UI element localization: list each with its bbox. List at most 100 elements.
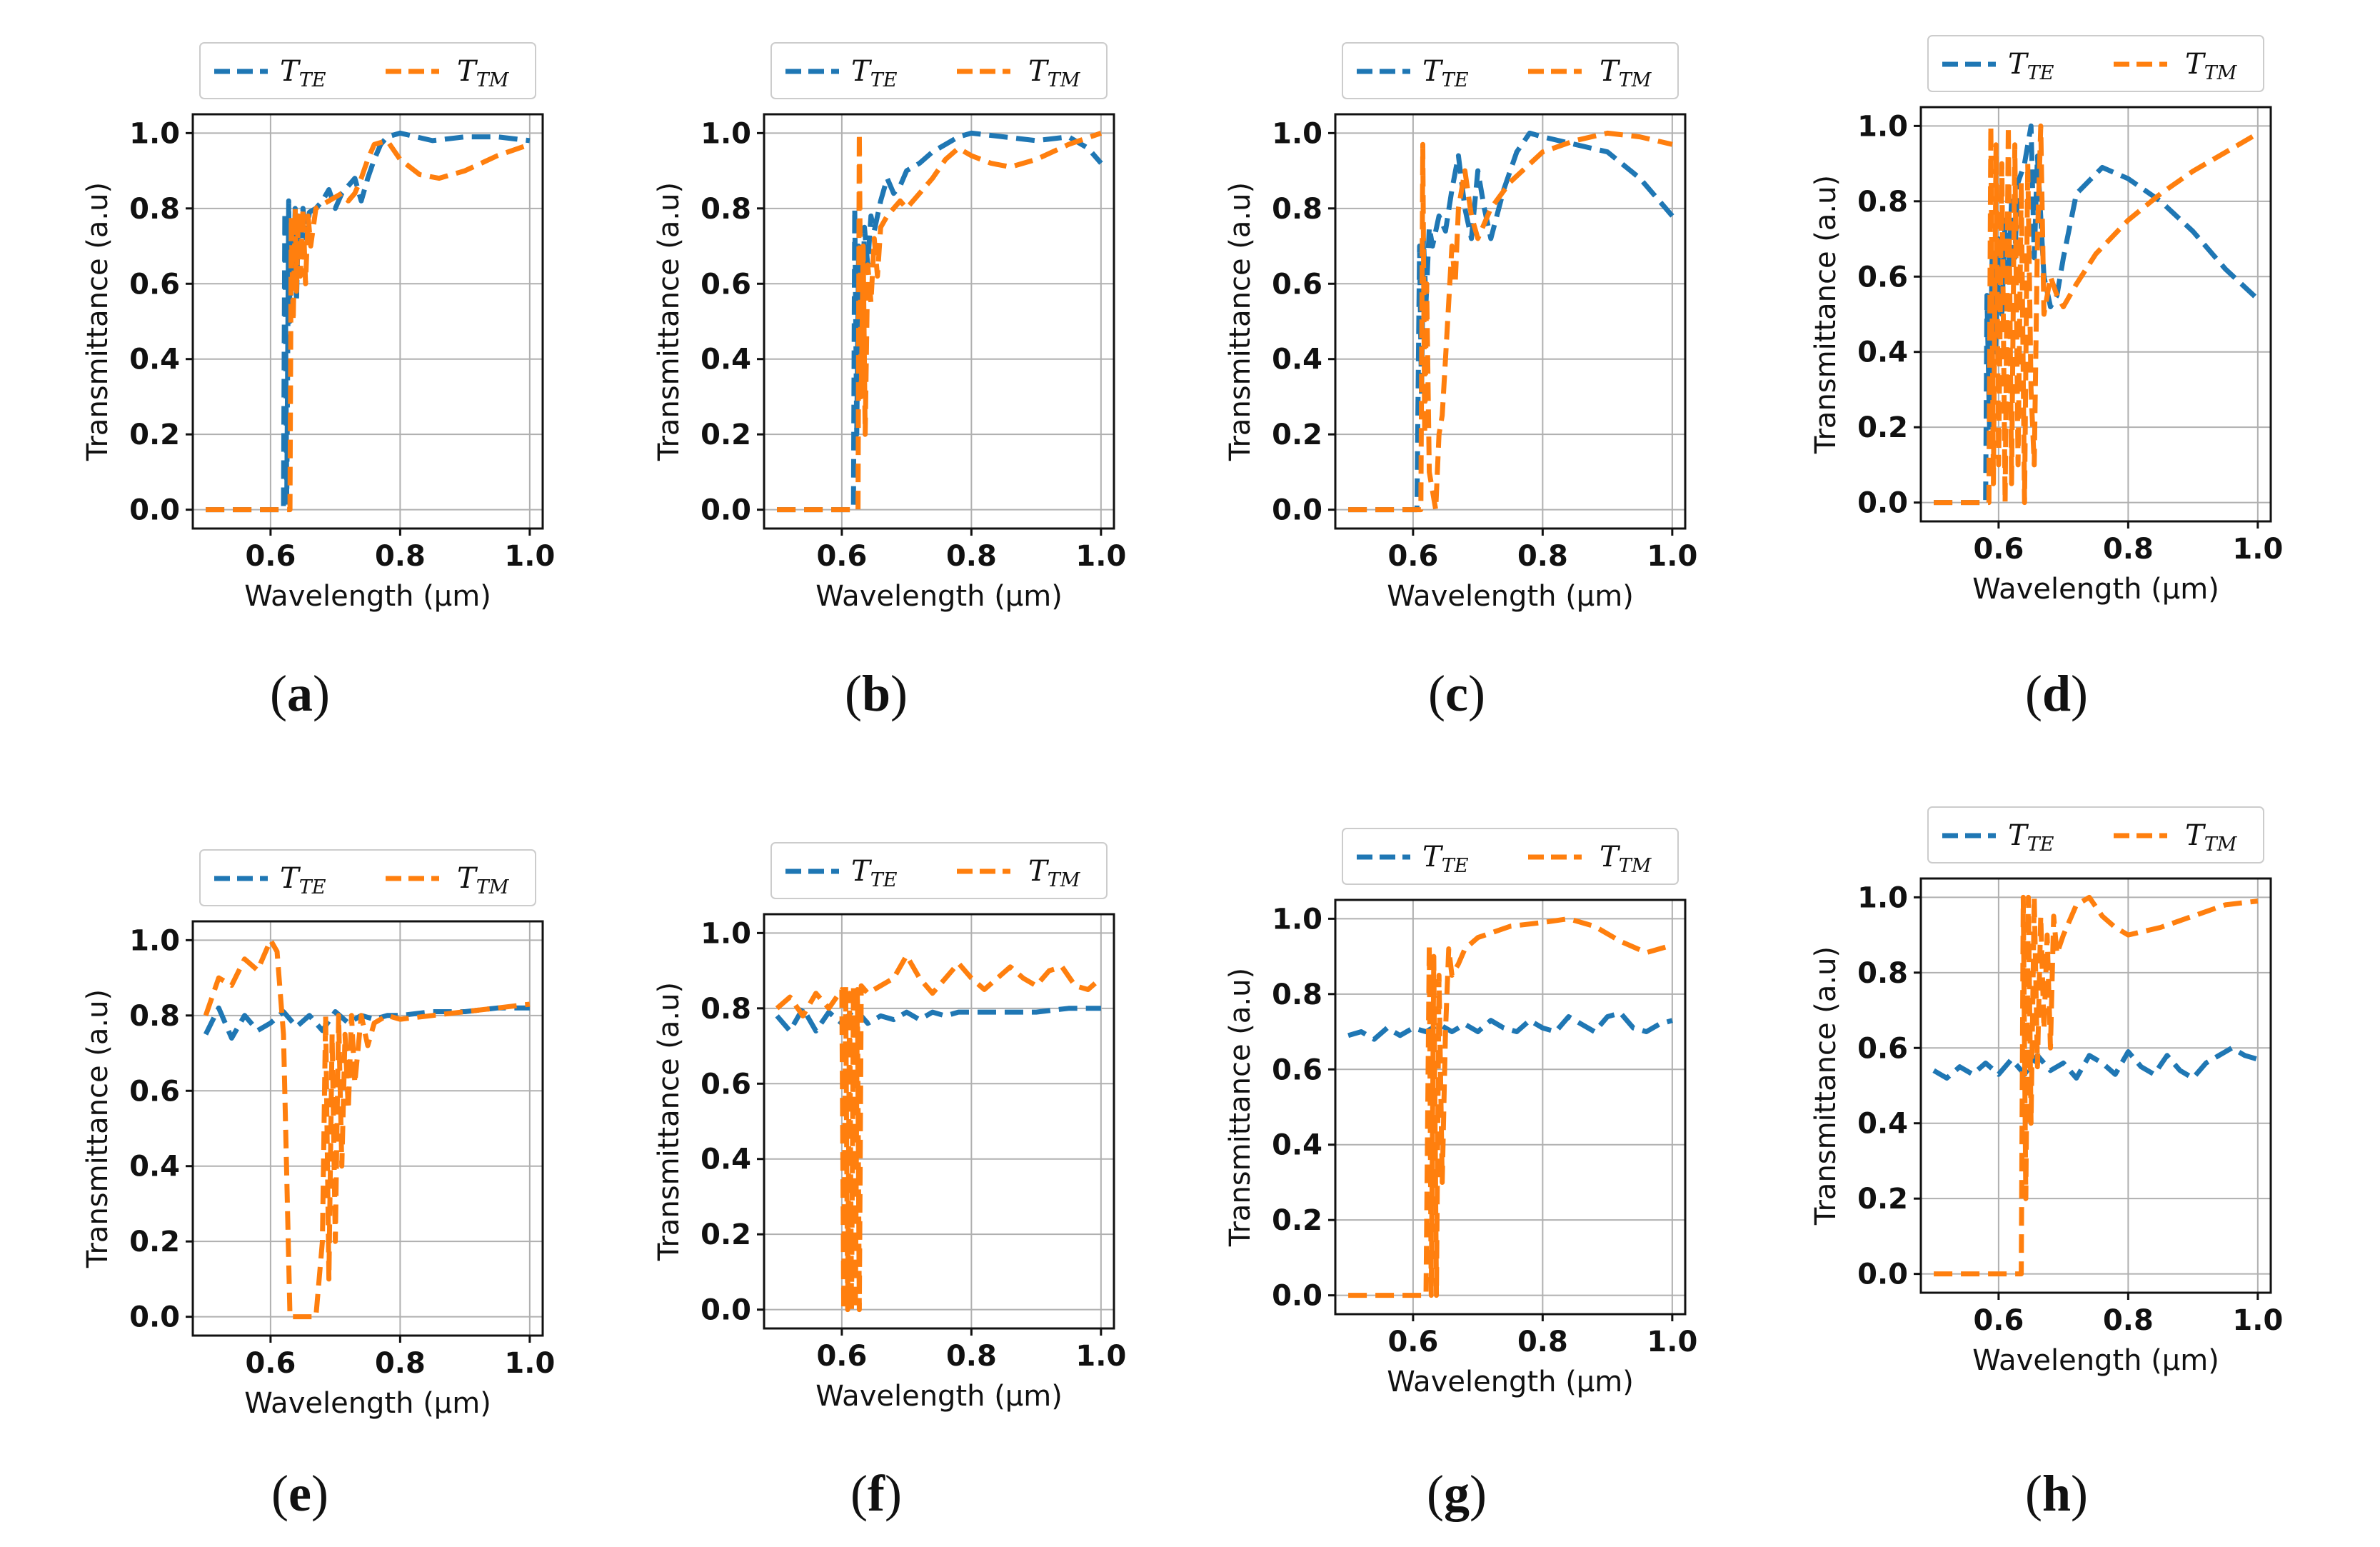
x-tick-label: 0.6 <box>1387 540 1438 573</box>
x-tick-label: 0.8 <box>1517 540 1568 573</box>
legend-te-subscript: TE <box>1442 855 1469 877</box>
chart-panel-b: TTE TTM 0.6 0.8 1.0 0.0 0.2 0.4 0.6 0.8 1.0 Wavelen… <box>653 42 1126 613</box>
y-tick-label: 0.2 <box>1272 1204 1322 1237</box>
legend-tm-subscript: TM <box>1619 855 1652 877</box>
series-te-line <box>1932 1045 2259 1081</box>
x-tick-label: 0.6 <box>245 540 296 573</box>
caption-e: (e) <box>271 1465 328 1522</box>
x-axis-label: Wavelength (μm) <box>1387 1366 1634 1398</box>
series-tm-line <box>1348 130 1673 513</box>
chart-panel-c: TTE TTM 0.6 0.8 1.0 0.0 0.2 0.4 0.6 0.8 1.0 Wavelen… <box>1224 42 1697 613</box>
x-tick-label: 0.6 <box>1973 533 2024 566</box>
caption-f: (f) <box>850 1465 902 1522</box>
legend: TTE TTM <box>770 842 1108 899</box>
y-tick-label: 0.6 <box>1857 1032 1908 1065</box>
y-tick-label: 0.8 <box>1857 957 1908 990</box>
x-axis-label: Wavelength (μm) <box>815 580 1063 613</box>
series-te-line <box>1934 123 2260 506</box>
legend-box <box>1927 35 2264 92</box>
y-tick-label: 0.0 <box>701 1294 751 1327</box>
caption-a: (a) <box>270 665 330 722</box>
y-tick-label: 0.4 <box>701 344 751 376</box>
series-te-line <box>1347 1010 1673 1042</box>
y-axis-label: Transmittance (a.u) <box>81 182 114 461</box>
chart-panel-a: TTE TTM 0.6 0.8 1.0 0.0 0.2 0.4 0.6 0.8 1.0 Wavelen… <box>81 42 555 613</box>
legend-te-subscript: TE <box>2027 62 2054 84</box>
y-tick-label: 0.6 <box>1857 261 1908 294</box>
y-tick-label: 1.0 <box>701 917 751 950</box>
legend: TTE TTM <box>199 42 536 99</box>
legend: TTE TTM <box>199 849 536 906</box>
y-tick-label: 0.6 <box>129 1075 180 1108</box>
legend-box <box>199 42 536 99</box>
x-tick-label: 0.6 <box>1387 1326 1438 1358</box>
series-te-line <box>775 1006 1101 1033</box>
legend: TTE TTM <box>1342 828 1679 885</box>
plot-frame <box>763 113 1115 530</box>
series-tm-line <box>206 138 531 513</box>
y-tick-label: 0.4 <box>129 1151 180 1183</box>
plot-frame <box>1334 113 1687 530</box>
series-tm-line <box>1348 916 1673 1298</box>
legend-te-subscript: TE <box>299 876 326 898</box>
plot-frame <box>1919 106 2272 523</box>
x-axis-label: Wavelength (μm) <box>244 580 491 613</box>
x-tick-label: 0.6 <box>816 540 867 573</box>
legend-box <box>770 42 1108 99</box>
legend-tm-subscript: TM <box>1048 69 1081 91</box>
x-tick-label: 0.8 <box>946 540 997 573</box>
y-tick-label: 0.6 <box>1272 268 1322 301</box>
y-tick-label: 0.8 <box>129 193 180 226</box>
y-tick-label: 0.0 <box>701 494 751 527</box>
x-tick-label: 0.8 <box>946 1340 997 1373</box>
caption-g: (g) <box>1427 1465 1487 1522</box>
x-tick-label: 0.8 <box>375 1347 426 1380</box>
legend: TTE TTM <box>770 42 1108 99</box>
plot-frame <box>191 920 544 1337</box>
x-tick-label: 0.8 <box>1517 1326 1568 1358</box>
y-tick-label: 0.6 <box>701 1068 751 1101</box>
y-tick-label: 0.0 <box>1272 494 1322 527</box>
legend: TTE TTM <box>1342 42 1679 99</box>
y-tick-label: 1.0 <box>129 117 180 150</box>
x-axis-label: Wavelength (μm) <box>1972 573 2219 606</box>
plot-frame <box>763 913 1115 1330</box>
x-tick-label: 1.0 <box>1075 1340 1126 1373</box>
y-tick-label: 0.0 <box>129 1301 180 1334</box>
legend-box <box>1342 828 1679 885</box>
x-tick-label: 1.0 <box>1647 540 1697 573</box>
y-tick-label: 0.2 <box>1857 411 1908 444</box>
caption-h: (h) <box>2024 1465 2088 1522</box>
legend-box <box>1342 42 1679 99</box>
legend-box <box>199 849 536 906</box>
plot-frame <box>191 113 544 530</box>
x-tick-label: 0.6 <box>245 1347 296 1380</box>
legend-tm-subscript: TM <box>1619 69 1652 91</box>
legend-te-label: TTE <box>2008 819 2054 856</box>
legend-te-subscript: TE <box>299 69 326 91</box>
y-tick-label: 1.0 <box>701 117 751 150</box>
legend: TTE TTM <box>1927 35 2264 92</box>
y-tick-label: 1.0 <box>1272 117 1322 150</box>
y-axis-label: Transmittance (a.u) <box>81 989 114 1268</box>
x-tick-label: 0.6 <box>816 1340 867 1373</box>
y-tick-label: 0.6 <box>1272 1053 1322 1086</box>
legend: TTE TTM <box>1927 806 2264 863</box>
chart-panel-g: TTE TTM 0.6 0.8 1.0 0.0 0.2 0.4 0.6 0.8 1.0 Wavelen… <box>1224 828 1697 1398</box>
y-axis-label: Transmittance (a.u) <box>1224 182 1257 461</box>
y-tick-label: 0.8 <box>1857 186 1908 219</box>
legend-box <box>770 842 1108 899</box>
y-axis-label: Transmittance (a.u) <box>1224 968 1257 1247</box>
x-axis-label: Wavelength (μm) <box>815 1380 1063 1413</box>
chart-panel-h: TTE TTM 0.6 0.8 1.0 0.0 0.2 0.4 0.6 0.8 1.0 Wavelen… <box>1809 806 2283 1377</box>
chart-panel-d: TTE TTM 0.6 0.8 1.0 0.0 0.2 0.4 0.6 0.8 1.0 Wavelen… <box>1809 35 2283 606</box>
series-tm-line <box>203 937 531 1320</box>
x-tick-label: 0.8 <box>2103 1304 2154 1337</box>
y-tick-label: 0.8 <box>1272 978 1322 1011</box>
series-te-line <box>777 130 1103 513</box>
y-tick-label: 0.8 <box>129 1000 180 1033</box>
chart-panel-e: TTE TTM 0.6 0.8 1.0 0.0 0.2 0.4 0.6 0.8 1.0 Wavelen… <box>81 849 555 1420</box>
y-tick-label: 0.0 <box>1857 1258 1908 1291</box>
legend-tm-subscript: TM <box>476 69 510 91</box>
x-tick-label: 0.6 <box>1973 1304 2024 1337</box>
